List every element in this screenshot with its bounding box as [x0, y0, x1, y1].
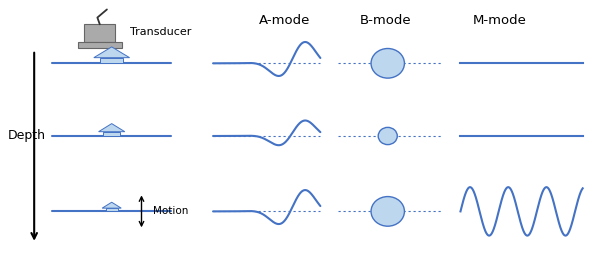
- Polygon shape: [106, 208, 117, 211]
- Polygon shape: [94, 47, 129, 58]
- Text: Depth: Depth: [7, 129, 46, 143]
- Ellipse shape: [371, 197, 404, 226]
- Text: Transducer: Transducer: [129, 27, 191, 37]
- Polygon shape: [104, 132, 120, 136]
- Polygon shape: [101, 58, 123, 63]
- Polygon shape: [102, 202, 121, 208]
- Text: B-mode: B-mode: [360, 14, 412, 27]
- Ellipse shape: [371, 48, 404, 78]
- Bar: [84, 24, 115, 42]
- Polygon shape: [99, 123, 125, 132]
- Text: Motion: Motion: [153, 206, 189, 217]
- Ellipse shape: [378, 127, 397, 145]
- Bar: [78, 42, 122, 48]
- Text: A-mode: A-mode: [259, 14, 310, 27]
- Text: M-mode: M-mode: [472, 14, 526, 27]
